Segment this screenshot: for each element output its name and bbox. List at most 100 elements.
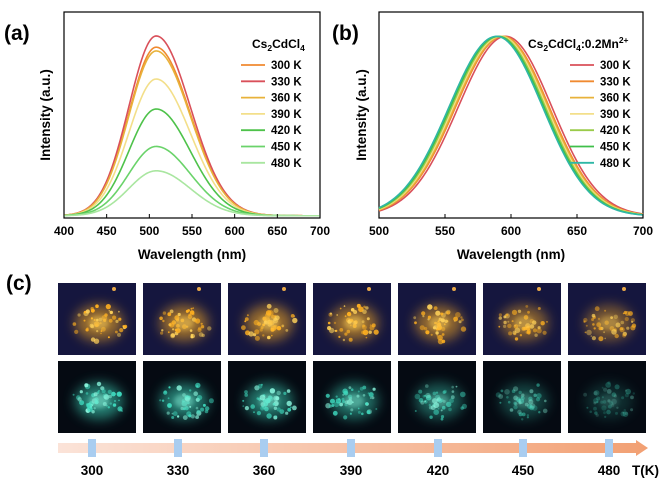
crystal-speck: [362, 325, 367, 330]
crystal-speck: [328, 404, 333, 408]
crystal-speck: [433, 409, 440, 416]
crystal-speck: [526, 416, 530, 419]
crystal-speck: [267, 335, 271, 340]
glow-core: [89, 394, 109, 408]
crystal-speck: [72, 322, 77, 326]
crystal-speck: [622, 333, 627, 338]
crystal-speck: [519, 334, 523, 337]
crystal-speck: [327, 321, 331, 325]
crystal-speck: [624, 411, 628, 415]
crystal-speck: [290, 406, 292, 409]
crystal-speck: [121, 410, 123, 412]
temperature-label: 360: [253, 463, 276, 478]
crystal-speck: [460, 326, 467, 332]
crystal-speck: [109, 310, 114, 315]
crystal-speck: [594, 411, 598, 415]
crystal-speck: [244, 320, 247, 323]
crystal-speck: [116, 391, 122, 397]
crystal-speck: [244, 390, 248, 394]
crystal-speck: [630, 408, 634, 412]
crystal-speck: [325, 393, 330, 398]
crystal-speck: [449, 398, 454, 404]
undoped-emission-photo: [313, 361, 391, 433]
crystal-speck: [525, 331, 529, 334]
crystal-speck: [460, 391, 466, 398]
crystal-speck: [418, 389, 423, 394]
crystal-speck: [585, 324, 588, 327]
crystal-speck: [118, 399, 120, 402]
crystal-speck: [540, 321, 545, 326]
crystal-speck: [443, 389, 447, 394]
crystal-speck: [419, 325, 425, 331]
chart-a-legend-title: Cs2CdCl4: [252, 37, 305, 53]
crystal-speck: [276, 390, 281, 396]
x-tick-label: 650: [267, 224, 287, 238]
crystal-speck: [169, 322, 175, 328]
crystal-speck: [458, 320, 462, 324]
x-tick-label: 400: [54, 224, 74, 238]
crystal-speck: [119, 328, 124, 333]
crystal-speck: [344, 332, 348, 336]
crystal-speck: [427, 315, 431, 319]
crystal-speck: [362, 385, 367, 390]
crystal-speck: [536, 383, 540, 387]
crystal-speck: [167, 403, 172, 408]
crystal-speck: [422, 315, 425, 318]
legend-label: 360 K: [271, 93, 302, 105]
crystal-speck: [357, 390, 360, 393]
crystal-speck: [200, 322, 203, 325]
mn-doped-emission-photo: [313, 283, 391, 355]
legend-label: 390 K: [271, 109, 302, 121]
crystal-speck: [166, 411, 170, 415]
crystal-speck: [332, 410, 338, 416]
crystal-speck: [368, 392, 374, 398]
crystal-speck: [432, 391, 437, 396]
crystal-speck: [72, 393, 75, 396]
crystal-speck: [107, 389, 112, 394]
crystal-speck: [246, 314, 249, 317]
crystal-speck: [508, 331, 513, 336]
crystal-speck: [505, 313, 509, 317]
legend-label: 330 K: [600, 76, 631, 88]
crystal-speck: [195, 406, 199, 410]
crystal-speck: [604, 337, 606, 340]
crystal-speck: [513, 405, 518, 410]
crystal-speck: [518, 390, 522, 395]
crystal-speck: [161, 399, 165, 402]
crystal-speck: [603, 387, 608, 392]
crystal-speck: [593, 406, 597, 411]
crystal-speck: [177, 312, 181, 317]
crystal-speck: [535, 397, 541, 402]
crystal-speck: [529, 405, 535, 411]
glow-core: [599, 394, 619, 408]
mn-doped-emission-photo: [568, 283, 646, 355]
temperature-ticks: 300 330 360 390 420 450 480: [81, 439, 620, 478]
crystal-speck: [79, 400, 85, 406]
crystal-speck: [507, 400, 511, 404]
crystal-speck: [544, 399, 547, 403]
temperature-label: 390: [340, 463, 363, 478]
crystal-speck: [267, 310, 274, 316]
chart-b: 500 550 600 650 700 300 K 330 K 360 K 390 K 420 …: [354, 11, 653, 262]
crystal-speck: [518, 412, 523, 417]
crystal-speck: [597, 317, 601, 320]
crystal-speck: [622, 331, 627, 337]
temperature-marker: [519, 439, 527, 457]
crystal-speck: [418, 398, 424, 403]
crystal-speck: [593, 391, 598, 396]
crystal-speck: [446, 310, 451, 315]
crystal-speck: [186, 411, 192, 417]
crystal-speck: [111, 391, 116, 397]
crystal-speck: [350, 308, 355, 312]
crystal-speck: [448, 407, 452, 412]
crystal-speck: [621, 328, 624, 330]
bright-spot: [452, 287, 456, 291]
crystal-speck: [96, 330, 99, 333]
temperature-label: 300: [81, 463, 104, 478]
crystal-speck: [117, 332, 121, 337]
crystal-speck: [592, 323, 595, 326]
glow-core: [429, 394, 449, 408]
crystal-speck: [273, 308, 279, 313]
crystal-speck: [615, 411, 618, 415]
